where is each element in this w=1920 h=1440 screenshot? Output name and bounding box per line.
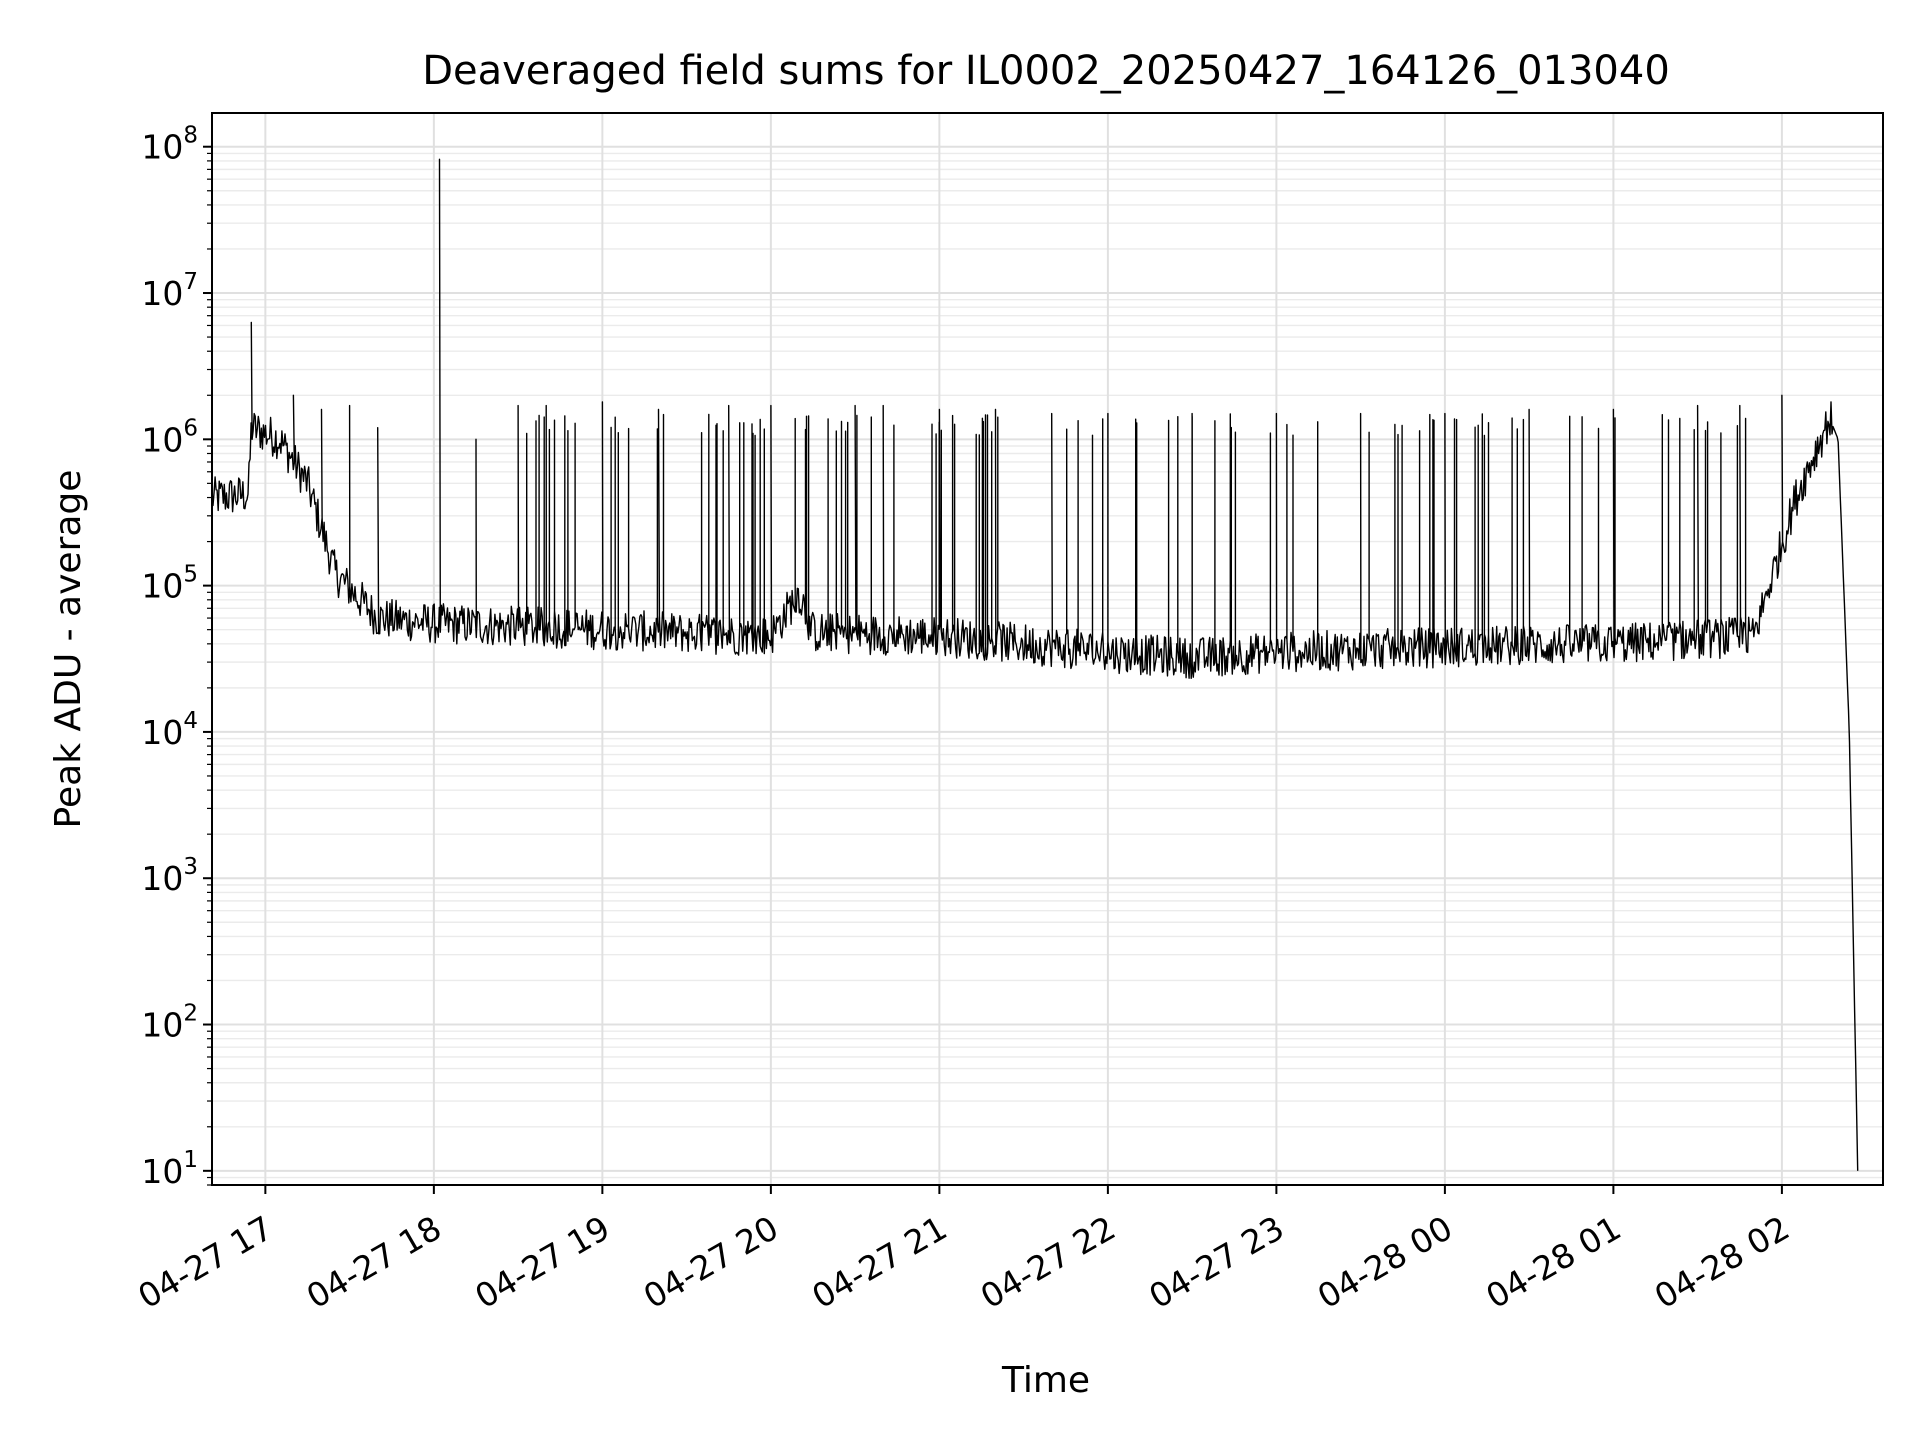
plot-frame	[211, 112, 1884, 1186]
y-tick-label: 104	[141, 708, 198, 752]
chart-title: Deaveraged field sums for IL0002_2025042…	[422, 48, 1670, 94]
x-tick-label: 04-27 17	[131, 1208, 279, 1316]
x-tick-label: 04-27 20	[637, 1208, 785, 1316]
x-tick-label: 04-27 21	[805, 1208, 953, 1316]
x-tick-label: 04-27 19	[468, 1208, 616, 1316]
x-axis: 04-27 17 04-27 18 04-27 19 04-27 20 04-27 21…	[131, 1185, 1796, 1316]
x-axis-label: Time	[1001, 1360, 1090, 1401]
y-tick-label: 103	[141, 854, 198, 898]
y-tick-label: 102	[141, 1001, 198, 1045]
x-tick-label: 04-27 22	[974, 1208, 1122, 1316]
y-tick-label: 101	[141, 1147, 198, 1191]
x-tick-label: 04-27 18	[300, 1208, 448, 1316]
y-tick-label: 106	[141, 415, 198, 459]
x-tick-label: 04-28 00	[1311, 1208, 1459, 1316]
y-tick-label: 105	[141, 562, 198, 606]
x-tick-label: 04-27 23	[1142, 1208, 1290, 1316]
series-line	[211, 158, 1859, 1171]
y-axis-label: Peak ADU - average	[48, 470, 89, 829]
x-tick-label: 04-28 02	[1648, 1208, 1796, 1316]
y-tick-label: 107	[141, 269, 198, 313]
grid	[212, 113, 1883, 1186]
y-axis: 101 102 103 104 105 106 107 108	[141, 123, 212, 1191]
y-tick-label: 108	[141, 123, 198, 167]
x-tick-label: 04-28 01	[1479, 1208, 1627, 1316]
